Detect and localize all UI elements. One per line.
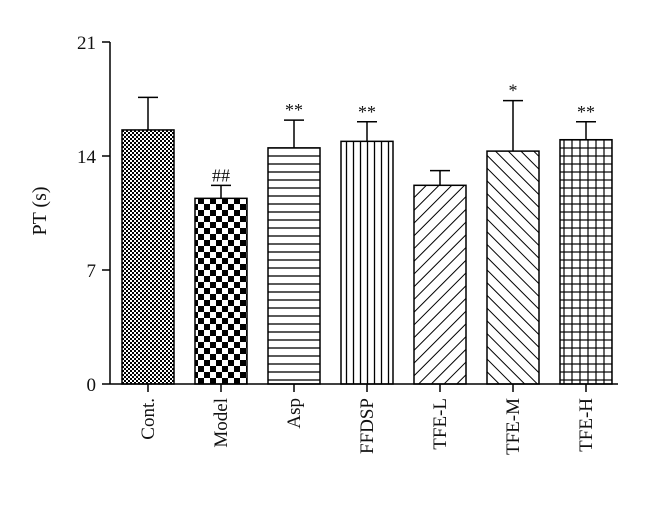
y-tick-label: 21 [77,33,96,54]
bar-tfe-l [413,184,467,385]
y-tick-label: 7 [87,261,97,282]
significance-label: * [509,81,518,101]
y-axis: 0 7 14 21 [77,33,111,396]
bars-group [121,129,613,385]
x-tick-label: TFE-M [503,398,524,455]
significance-group: ##** ***** [212,81,595,186]
y-axis-title: PT (s) [29,186,51,235]
significance-label: ** [285,100,303,120]
bar-cont [121,129,175,385]
error-bars-group [138,96,596,199]
significance-label: ** [577,102,595,122]
x-tick-label: TFE-L [430,398,451,450]
x-tick-label: FFDSP [357,398,378,454]
x-tick-label: TFE-H [576,398,597,452]
significance-label: ## [212,165,230,185]
x-tick-label: Cont. [138,398,159,440]
x-tick-label: Asp [284,398,305,429]
x-tick-label: Model [211,398,232,448]
bar-tfe-m [486,150,540,385]
bar-ffdsp [340,140,394,385]
y-tick-label: 14 [77,147,97,168]
y-tick-label: 0 [87,375,97,396]
bar-tfe-h [559,138,613,385]
significance-label: ** [358,102,376,122]
x-axis: Cont. Model Asp FFDSP TFE-L TFE-M TFE-H [110,383,618,455]
bar-model [194,197,248,385]
bar-asp [267,147,321,385]
